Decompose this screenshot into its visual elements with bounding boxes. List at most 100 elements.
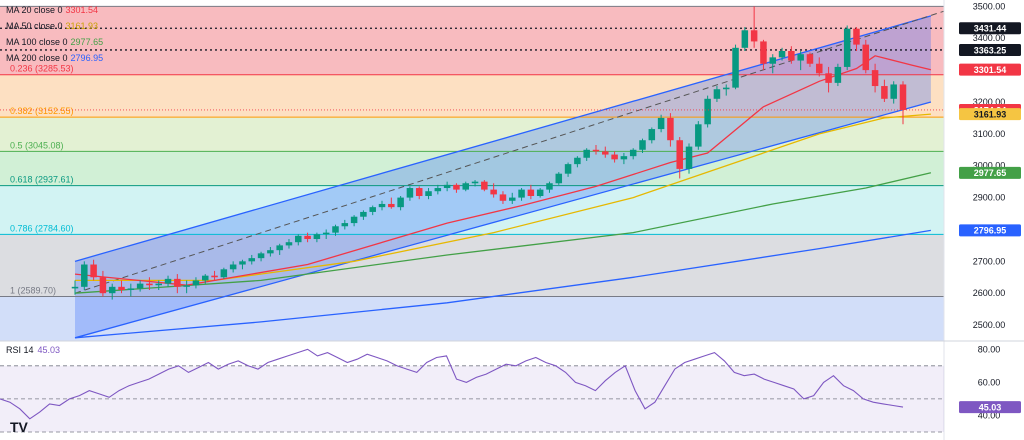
rsi-label: RSI 14	[6, 345, 34, 355]
candle-body	[518, 189, 525, 198]
candle-body	[183, 285, 190, 287]
candle-body	[155, 283, 162, 286]
candle-body	[267, 250, 274, 254]
legend-ma20[interactable]: MA 20 close 0 3301.54	[6, 5, 99, 15]
candle-body	[527, 189, 535, 196]
candle-body	[239, 261, 246, 265]
candle-body	[406, 188, 414, 198]
candle-body	[722, 87, 730, 90]
candle-body	[862, 44, 870, 71]
candle-body	[434, 188, 442, 192]
candle-body	[778, 50, 786, 58]
candle-body	[313, 234, 321, 240]
candle-body	[90, 264, 97, 278]
rsi-value: 45.03	[37, 345, 61, 355]
candle-body	[322, 232, 330, 235]
candle-body	[229, 264, 237, 270]
candle-body	[825, 73, 832, 83]
price-tag-2-bg	[959, 108, 1021, 121]
candle-body	[360, 211, 367, 217]
fib-label-1: 1 (2589.70)	[10, 285, 56, 295]
fib-label-0.382: 0.382 (3152.55)	[10, 106, 74, 116]
candle-body	[248, 258, 256, 262]
candle-body	[81, 264, 88, 287]
candle-body	[648, 129, 656, 141]
candle-body	[899, 84, 907, 110]
candle-body	[620, 156, 628, 160]
fib-label-0.786: 0.786 (2784.60)	[10, 223, 74, 233]
candle-body	[481, 181, 488, 190]
candle-body	[108, 286, 116, 294]
candle-body	[676, 140, 683, 169]
legend-ma50[interactable]: MA 50 close 0 3161.93	[6, 21, 99, 31]
rsi-tick-label: 60.00	[978, 377, 1001, 387]
candle-body	[425, 191, 432, 196]
candle-body	[415, 188, 423, 196]
fib-label-0.5: 0.5 (3045.08)	[10, 140, 64, 150]
price-tag-2: 3161.93	[974, 109, 1007, 119]
price-tag-3-bg	[959, 166, 1021, 179]
rsi-value-tag-bg	[959, 401, 1021, 414]
y-tick-label: 2500.00	[973, 320, 1006, 330]
candle-body	[685, 146, 693, 169]
price-tag-4: 2796.95	[974, 226, 1007, 236]
fib-zone-4	[0, 185, 944, 235]
candle-body	[471, 181, 479, 184]
candle-body	[453, 184, 460, 190]
candle-body	[350, 216, 358, 224]
dotted-level-label-1: 3363.25	[974, 45, 1007, 55]
fib-zone-0	[0, 6, 944, 75]
price-tag-4-bg	[959, 224, 1021, 237]
fib-zone-bottom	[0, 296, 944, 341]
y-tick-label: 3400.00	[973, 33, 1006, 43]
candle-body	[806, 54, 814, 64]
rsi-value-tag: 45.03	[979, 402, 1002, 412]
fib-label-0.236: 0.236 (3285.53)	[10, 64, 74, 74]
candle-body	[257, 253, 265, 259]
price-tag-0-bg	[959, 63, 1021, 76]
candle-body	[443, 184, 451, 189]
candle-body	[555, 173, 563, 184]
candle-body	[99, 277, 107, 294]
candle-body	[462, 183, 469, 190]
y-tick-label: 3000.00	[973, 161, 1006, 171]
y-tick-label: 3500.00	[973, 1, 1006, 11]
legend-ma200[interactable]: MA 200 close 0 2796.95	[6, 53, 104, 63]
candle-body	[695, 124, 702, 147]
rsi-line	[0, 348, 904, 420]
candle-body	[843, 28, 851, 67]
candle-body	[667, 117, 674, 141]
candle-body	[304, 235, 311, 240]
candle-body	[732, 47, 739, 88]
rsi-legend[interactable]: RSI 14 45.03	[6, 345, 60, 355]
channel-lower-line	[74, 101, 932, 339]
price-tag-0: 3301.54	[974, 65, 1007, 75]
dotted-level-label-0: 3431.44	[974, 24, 1007, 34]
fib-label-0.618: 0.618 (2937.61)	[10, 175, 74, 185]
y-tick-label: 3200.00	[973, 97, 1006, 107]
legend-ma100[interactable]: MA 100 close 0 2977.65	[6, 37, 104, 47]
candle-body	[127, 288, 135, 291]
ma100-line	[74, 172, 932, 294]
candle-body	[834, 66, 842, 83]
candle-body	[546, 183, 553, 190]
candle-body	[592, 149, 600, 152]
candle-body	[341, 223, 349, 227]
candle-body	[629, 149, 637, 157]
candle-body	[583, 149, 590, 158]
candle-body	[388, 203, 395, 208]
candle-body	[760, 41, 767, 64]
candle-body	[397, 197, 404, 208]
candle-body	[192, 280, 200, 286]
price-tag-3: 2977.65	[974, 168, 1007, 178]
candle-body	[499, 194, 507, 201]
candle-body	[574, 157, 581, 165]
candle-body	[164, 278, 172, 284]
candle-body	[285, 242, 293, 246]
candle-body	[564, 164, 572, 174]
y-tick-label: 2700.00	[973, 256, 1006, 266]
candle-body	[611, 154, 618, 160]
ma50-line	[75, 113, 931, 282]
